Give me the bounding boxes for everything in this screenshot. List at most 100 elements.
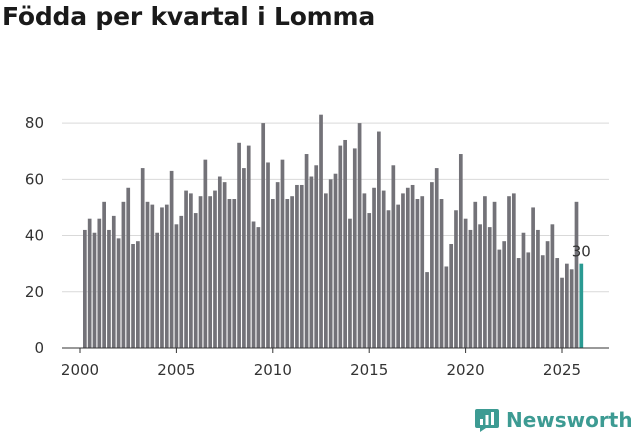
bar [227, 199, 232, 348]
y-tick-label: 0 [34, 339, 44, 357]
y-tick-label: 20 [25, 283, 44, 301]
bar [102, 201, 106, 348]
bar [357, 123, 362, 348]
bar [420, 196, 425, 348]
bar [97, 218, 102, 348]
bar [261, 123, 266, 348]
labels: 30 [572, 243, 591, 261]
bar [126, 187, 131, 348]
bar [140, 168, 145, 348]
bar [550, 224, 555, 348]
bar [87, 218, 92, 348]
bar [468, 229, 473, 348]
bar [328, 179, 333, 348]
bar [348, 218, 352, 348]
bar [516, 258, 521, 348]
bar [574, 201, 579, 348]
bar [304, 154, 309, 348]
bar [121, 201, 126, 348]
bar [309, 176, 314, 348]
bar [179, 215, 184, 348]
x-tick-label: 2025 [543, 361, 581, 379]
bar [415, 199, 420, 348]
bar [155, 232, 159, 348]
bar [333, 173, 338, 348]
bar [160, 207, 164, 348]
bar [198, 196, 203, 348]
highlight-value-label: 30 [572, 243, 591, 261]
bar [463, 218, 468, 348]
bar [324, 193, 328, 348]
bar [145, 201, 150, 348]
bar [203, 159, 208, 348]
bar [483, 196, 487, 348]
bar [560, 277, 564, 348]
bar [270, 199, 275, 348]
bar [362, 193, 367, 348]
bar [458, 154, 463, 348]
newsworthy-logo-icon [475, 409, 499, 432]
bar [511, 193, 516, 348]
x-tick-label: 2020 [447, 361, 485, 379]
y-tick-label: 40 [25, 227, 44, 245]
bar [377, 131, 381, 348]
bar [83, 229, 87, 348]
bar [396, 204, 400, 348]
bar [174, 224, 179, 348]
bar [497, 249, 502, 348]
bar [381, 190, 386, 348]
bar [285, 199, 290, 348]
bar [391, 165, 396, 348]
bar [319, 114, 323, 349]
bar [492, 201, 497, 348]
bar [405, 187, 410, 348]
bar [275, 182, 280, 348]
bar [280, 159, 285, 348]
bar [116, 238, 121, 348]
bar [242, 168, 246, 348]
bar [569, 269, 574, 348]
x-tick-label: 2000 [61, 361, 99, 379]
bar [531, 207, 535, 348]
bar [410, 184, 415, 348]
bar [107, 229, 111, 348]
y-tick-label: 60 [25, 170, 44, 188]
bar [232, 199, 237, 348]
bar [444, 266, 449, 348]
bar [184, 190, 188, 348]
bar [343, 139, 347, 348]
bar [164, 204, 169, 348]
bar [338, 145, 343, 348]
bar [222, 182, 227, 348]
bar [386, 210, 391, 348]
bar [256, 227, 261, 348]
bar [521, 232, 526, 348]
chart-title: Födda per kvartal i Lomma [2, 2, 376, 31]
bar [507, 196, 511, 348]
bar [193, 213, 198, 348]
newsworthy-logo-text: Newsworthy [506, 408, 631, 432]
bar [434, 168, 439, 348]
bar-highlighted [579, 263, 584, 348]
bar [473, 201, 478, 348]
bar [545, 241, 550, 348]
bar [372, 187, 376, 348]
bar [401, 193, 405, 348]
bar [314, 165, 319, 348]
bar [565, 263, 569, 348]
bar [454, 210, 458, 348]
bar [208, 196, 213, 348]
bar [266, 162, 270, 348]
bar [169, 170, 174, 348]
axes: 0 20 40 60 80 2000 2005 2010 2015 2020 2025 [25, 114, 609, 379]
bar [295, 184, 299, 348]
bar [111, 215, 116, 348]
bar [290, 196, 294, 348]
bar [478, 224, 482, 348]
bar [425, 272, 429, 348]
bar [217, 176, 222, 348]
bar [189, 193, 193, 348]
newsworthy-logo: Newsworthy [474, 407, 631, 433]
y-tick-label: 80 [25, 114, 44, 132]
